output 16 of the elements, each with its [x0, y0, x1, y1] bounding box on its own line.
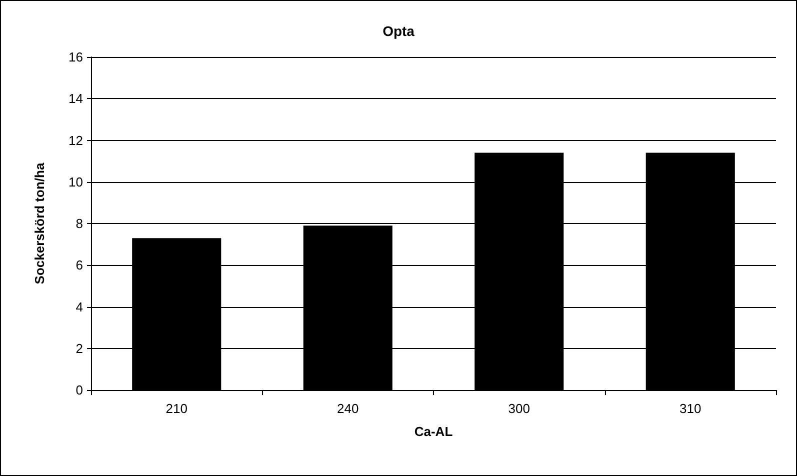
- x-tick-label: 210: [166, 401, 188, 416]
- x-axis-title: Ca-AL: [414, 424, 453, 439]
- y-axis-title: Sockerskörd ton/ha: [32, 162, 47, 284]
- y-tick-label: 2: [76, 340, 83, 356]
- x-tick-label: 310: [680, 401, 702, 416]
- y-tick-label: 6: [76, 258, 83, 273]
- x-tick-label: 240: [337, 401, 359, 416]
- chart-title: Opta: [382, 23, 415, 39]
- y-tick-label: 4: [76, 299, 83, 314]
- y-tick-label: 10: [68, 174, 83, 190]
- y-tick-label: 12: [68, 132, 83, 148]
- y-tick-label: 8: [76, 216, 83, 231]
- x-tick-label: 300: [508, 401, 530, 416]
- y-tick-label: 0: [76, 382, 83, 398]
- y-tick-label: 16: [68, 50, 83, 64]
- y-tick-label: 14: [68, 91, 83, 106]
